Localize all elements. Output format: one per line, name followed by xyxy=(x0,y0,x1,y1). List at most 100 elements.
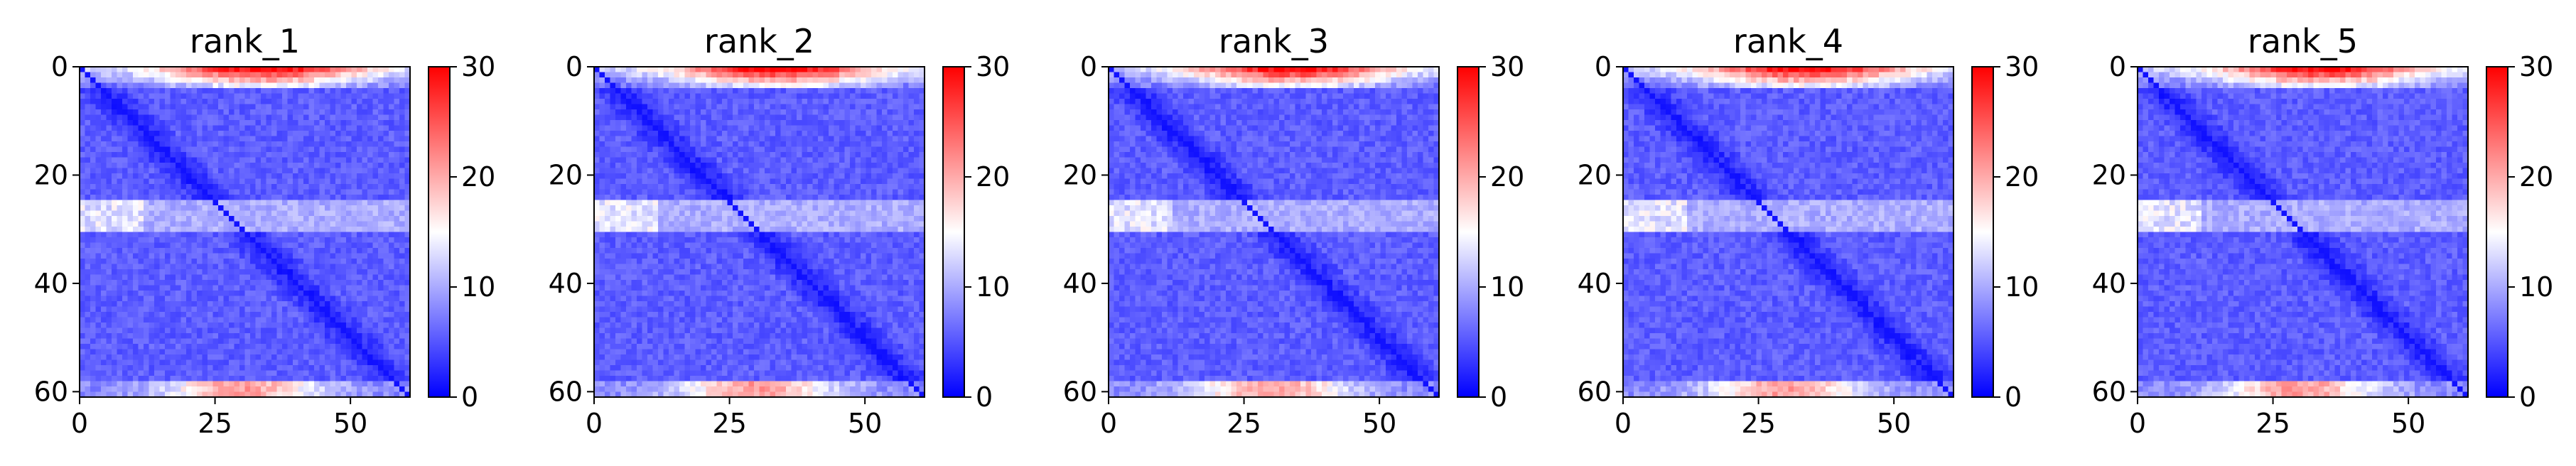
heatmap-cell xyxy=(346,386,352,393)
heatmap-cell xyxy=(748,125,755,131)
heatmap-cell xyxy=(287,248,293,254)
heatmap-cell xyxy=(133,216,139,222)
heatmap-cell xyxy=(138,157,144,163)
heatmap-cell xyxy=(223,237,230,244)
heatmap-cell xyxy=(871,114,878,121)
heatmap-cell xyxy=(261,354,267,361)
heatmap-cell xyxy=(346,317,352,323)
heatmap-cell xyxy=(404,359,411,366)
heatmap-cell xyxy=(738,114,744,121)
heatmap-cell xyxy=(250,381,257,387)
heatmap-cell xyxy=(202,248,208,254)
heatmap-cell xyxy=(383,242,389,249)
heatmap-cell xyxy=(176,285,182,291)
heatmap-cell xyxy=(266,349,272,355)
heatmap-cell xyxy=(308,72,315,78)
heatmap-cell xyxy=(127,67,134,73)
heatmap-cell xyxy=(197,381,203,387)
heatmap-cell xyxy=(202,242,208,249)
heatmap-cell xyxy=(127,93,134,99)
heatmap-cell xyxy=(138,301,144,308)
heatmap-cell xyxy=(362,381,368,387)
heatmap-cell xyxy=(748,114,755,121)
heatmap-cell xyxy=(85,114,91,121)
heatmap-cell xyxy=(716,120,723,126)
heatmap-cell xyxy=(149,131,155,137)
heatmap-cell xyxy=(330,274,336,281)
heatmap-cell xyxy=(90,152,97,158)
heatmap-cell xyxy=(727,67,733,73)
heatmap-cell xyxy=(383,216,389,222)
heatmap-cell xyxy=(101,323,107,329)
heatmap-cell xyxy=(212,301,219,308)
heatmap-cell xyxy=(282,221,289,227)
heatmap-cell xyxy=(165,109,171,116)
heatmap-cell xyxy=(287,210,293,217)
heatmap-cell xyxy=(191,274,198,281)
heatmap-cell xyxy=(722,136,728,142)
heatmap-cell xyxy=(112,312,118,318)
heatmap-cell xyxy=(319,195,325,201)
heatmap-cell xyxy=(711,146,718,153)
heatmap-cell xyxy=(362,370,368,376)
heatmap-cell xyxy=(389,136,395,142)
heatmap-cell xyxy=(90,376,97,382)
heatmap-cell xyxy=(652,157,659,163)
heatmap-cell xyxy=(658,131,664,137)
heatmap-cell xyxy=(340,163,347,169)
heatmap-cell xyxy=(197,72,203,78)
heatmap-cell xyxy=(170,344,176,350)
heatmap-cell xyxy=(325,285,331,291)
heatmap-cell xyxy=(727,146,733,153)
heatmap-cell xyxy=(844,77,851,84)
heatmap-cell xyxy=(223,274,230,281)
heatmap-cell xyxy=(191,205,198,212)
heatmap-cell xyxy=(357,391,363,398)
heatmap-cell xyxy=(186,216,193,222)
heatmap-cell xyxy=(223,312,230,318)
heatmap-cell xyxy=(807,136,814,142)
heatmap-cell xyxy=(887,109,893,116)
heatmap-cell xyxy=(208,301,214,308)
heatmap-cell xyxy=(197,370,203,376)
heatmap-cell xyxy=(631,157,637,163)
heatmap-cell xyxy=(149,104,155,110)
heatmap-cell xyxy=(669,136,675,142)
heatmap-cell xyxy=(117,232,123,238)
heatmap-cell xyxy=(234,216,240,222)
heatmap-cell xyxy=(101,242,107,249)
heatmap-cell xyxy=(722,152,728,158)
heatmap-cell xyxy=(229,67,235,73)
heatmap-cell xyxy=(351,338,357,345)
heatmap-cell xyxy=(154,189,161,195)
heatmap-cell xyxy=(319,131,325,137)
heatmap-cell xyxy=(839,157,846,163)
heatmap-cell xyxy=(170,306,176,313)
heatmap-cell xyxy=(101,99,107,105)
heatmap-cell xyxy=(229,365,235,372)
heatmap-cell xyxy=(378,386,384,393)
heatmap-cell xyxy=(293,205,299,212)
heatmap-cell xyxy=(631,93,637,99)
heatmap-cell xyxy=(144,381,150,387)
heatmap-cell xyxy=(244,67,251,73)
heatmap-cell xyxy=(95,317,102,323)
heatmap-cell xyxy=(208,248,214,254)
heatmap-cell xyxy=(335,131,342,137)
heatmap-cell xyxy=(351,195,357,201)
heatmap-cell xyxy=(293,141,299,148)
heatmap-cell xyxy=(346,120,352,126)
heatmap-cell xyxy=(138,168,144,174)
heatmap-cell xyxy=(287,323,293,329)
heatmap-cell xyxy=(144,269,150,276)
heatmap-cell xyxy=(112,178,118,185)
heatmap-cell xyxy=(319,370,325,376)
heatmap-cell xyxy=(95,210,102,217)
heatmap-cell xyxy=(690,120,696,126)
heatmap-cell xyxy=(818,152,824,158)
heatmap-cell xyxy=(647,131,654,137)
heatmap-cell xyxy=(330,306,336,313)
heatmap-cell xyxy=(165,99,171,105)
heatmap-cell xyxy=(335,221,342,227)
heatmap-cell xyxy=(389,291,395,297)
